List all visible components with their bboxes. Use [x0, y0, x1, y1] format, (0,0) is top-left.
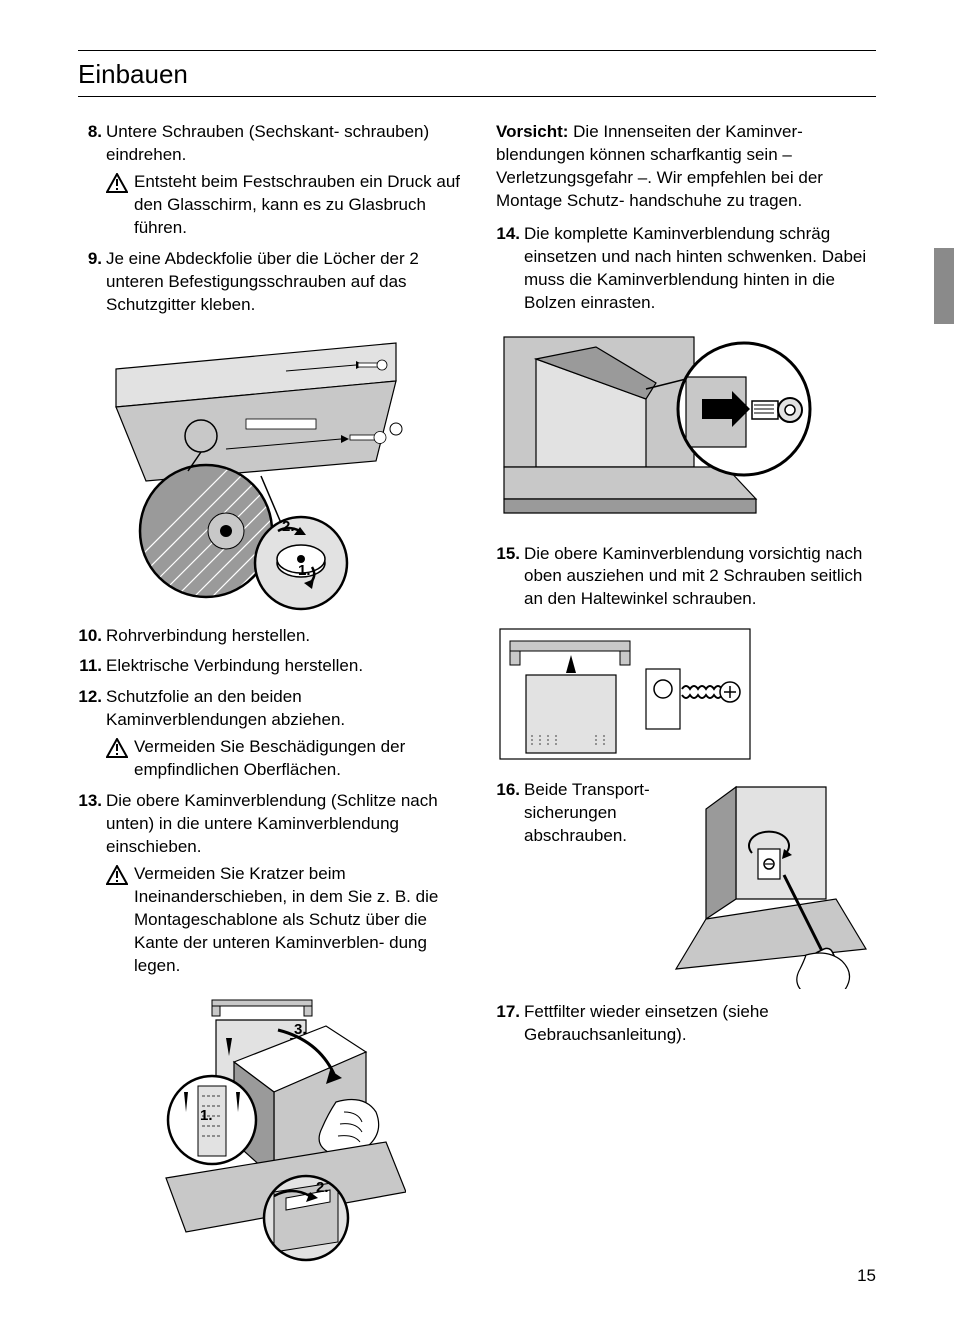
- step-number: 17.: [496, 1001, 524, 1047]
- step-number: 16.: [496, 779, 524, 989]
- step-text: Schutzfolie an den beiden Kaminverblendu…: [106, 686, 466, 782]
- step-text: Rohrverbindung herstellen.: [106, 625, 466, 648]
- figure-step-16: [666, 779, 876, 989]
- step-8: 8. Untere Schrauben (Sechskant- schraube…: [78, 121, 466, 240]
- step-text: Die komplette Kaminverblendung schräg ei…: [524, 223, 876, 315]
- warning-text: Vermeiden Sie Beschädigungen der empfind…: [134, 736, 466, 782]
- fig1-label-1: 1.: [298, 562, 311, 579]
- warning-text: Vermeiden Sie Kratzer beim Ineinandersch…: [134, 863, 466, 978]
- figure-step-13: 3. 1.: [106, 992, 466, 1272]
- step-11: 11. Elektrische Verbindung herstellen.: [78, 655, 466, 678]
- figure-svg: 3. 1.: [106, 992, 406, 1272]
- step-number: 13.: [78, 790, 106, 978]
- figure-step-9: 2. 1.: [106, 331, 466, 611]
- step-number: 14.: [496, 223, 524, 315]
- step-body: Beide Transport- sicherungen abschrauben…: [524, 780, 650, 845]
- under-rule: [78, 96, 876, 97]
- warning-icon: [106, 865, 128, 885]
- page: Einbauen 8. Untere Schrauben (Sechskant-…: [0, 0, 954, 1326]
- header-rule: [78, 50, 876, 51]
- columns: 8. Untere Schrauben (Sechskant- schraube…: [78, 121, 876, 1286]
- step-number: 15.: [496, 543, 524, 612]
- step-number: 11.: [78, 655, 106, 678]
- section-title: Einbauen: [78, 59, 876, 90]
- fig2-label-1: 1.: [200, 1107, 213, 1124]
- figure-svg: [666, 779, 876, 989]
- side-tab: [934, 248, 954, 324]
- step-9: 9. Je eine Abdeckfolie über die Löcher d…: [78, 248, 466, 317]
- step-number: 12.: [78, 686, 106, 782]
- caution-label: Vorsicht:: [496, 122, 568, 141]
- figure-svg: [496, 329, 816, 529]
- warning-icon: [106, 173, 128, 193]
- step-number: 8.: [78, 121, 106, 240]
- step-text: Die obere Kaminverblendung (Schlitze nac…: [106, 790, 466, 978]
- step-15: 15. Die obere Kaminverblendung vorsichti…: [496, 543, 876, 612]
- warning-text: Entsteht beim Festschrauben ein Druck au…: [134, 171, 466, 240]
- fig2-label-3: 3.: [294, 1021, 307, 1038]
- step-number: 10.: [78, 625, 106, 648]
- step-number: 9.: [78, 248, 106, 317]
- step-text: Elektrische Verbindung herstellen.: [106, 655, 466, 678]
- step-10: 10. Rohrverbindung herstellen.: [78, 625, 466, 648]
- warning: Vermeiden Sie Kratzer beim Ineinandersch…: [106, 863, 466, 978]
- caution-paragraph: Vorsicht: Die Innenseiten der Kaminver- …: [496, 121, 876, 213]
- right-column: Vorsicht: Die Innenseiten der Kaminver- …: [496, 121, 876, 1286]
- warning: Vermeiden Sie Beschädigungen der empfind…: [106, 736, 466, 782]
- step-12: 12. Schutzfolie an den beiden Kaminverbl…: [78, 686, 466, 782]
- step-13: 13. Die obere Kaminverblendung (Schlitze…: [78, 790, 466, 978]
- page-number: 15: [857, 1266, 876, 1286]
- figure-step-15: [496, 625, 876, 765]
- figure-step-14: [496, 329, 876, 529]
- step-text: Je eine Abdeckfolie über die Löcher der …: [106, 248, 466, 317]
- step-text: Untere Schrauben (Sechskant- schrauben) …: [106, 121, 466, 240]
- warning-icon: [106, 738, 128, 758]
- step-text: Beide Transport- sicherungen abschrauben…: [524, 779, 876, 989]
- step-16: 16.: [496, 779, 876, 989]
- fig1-label-2: 2.: [282, 518, 295, 535]
- step-text: Die obere Kaminverblendung vorsichtig na…: [524, 543, 876, 612]
- step-14: 14. Die komplette Kaminverblendung schrä…: [496, 223, 876, 315]
- figure-svg: [496, 625, 756, 765]
- step-body: Untere Schrauben (Sechskant- schrauben) …: [106, 122, 429, 164]
- step-body: Schutzfolie an den beiden Kaminverblendu…: [106, 687, 345, 729]
- step-text: Fettfilter wieder einsetzen (siehe Gebra…: [524, 1001, 876, 1047]
- figure-svg: 2. 1.: [106, 331, 406, 611]
- fig2-label-2: 2.: [316, 1179, 329, 1196]
- warning: Entsteht beim Festschrauben ein Druck au…: [106, 171, 466, 240]
- step-body: Die obere Kaminverblendung (Schlitze nac…: [106, 791, 438, 856]
- left-column: 8. Untere Schrauben (Sechskant- schraube…: [78, 121, 466, 1286]
- step-17: 17. Fettfilter wieder einsetzen (siehe G…: [496, 1001, 876, 1047]
